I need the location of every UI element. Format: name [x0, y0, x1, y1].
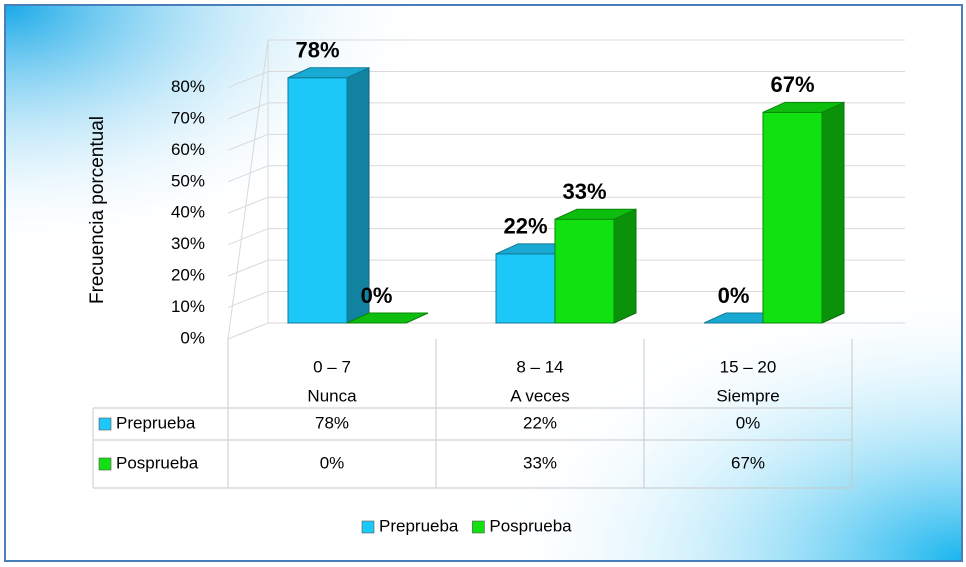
bar — [346, 312, 429, 324]
x-tick-label: 0 – 7 — [313, 357, 351, 376]
bar — [762, 101, 845, 324]
x-tick-label: Siempre — [716, 386, 779, 405]
table-cell: 0% — [320, 453, 345, 472]
bar-side — [613, 208, 637, 324]
bar-front — [495, 253, 556, 324]
legend-swatch — [472, 520, 485, 534]
bars — [287, 66, 845, 324]
grid-line — [227, 322, 269, 340]
table-cell: 33% — [523, 453, 557, 472]
y-tick-label: 70% — [171, 108, 205, 127]
data-label: 67% — [770, 72, 814, 97]
bar-front — [287, 77, 348, 324]
legend-label: Posprueba — [116, 453, 199, 472]
table-cell: 22% — [523, 413, 557, 432]
y-axis-label: Frecuencia porcentual — [87, 116, 108, 304]
data-table — [92, 339, 853, 489]
grid-line — [227, 291, 269, 309]
grid-line — [227, 259, 269, 277]
legend-swatch — [98, 457, 112, 471]
bar-front — [554, 218, 615, 324]
data-label: 0% — [718, 283, 750, 308]
grid-line — [227, 133, 269, 151]
bar — [554, 208, 637, 324]
legend-swatch — [361, 520, 375, 534]
x-tick-label: A veces — [510, 386, 570, 405]
table-cell: 67% — [731, 453, 765, 472]
grid-line — [227, 165, 269, 183]
x-tick-label: Nunca — [307, 386, 357, 405]
table-cell: 0% — [736, 413, 761, 432]
border — [4, 4, 963, 562]
legend-swatch — [98, 417, 112, 431]
y-tick-label: 0% — [180, 328, 205, 347]
bar-side — [821, 101, 845, 324]
y-tick-label: 40% — [171, 203, 205, 222]
legend-label: Preprueba — [116, 413, 196, 432]
y-tick-label: 80% — [171, 77, 205, 96]
x-tick-label: 8 – 14 — [516, 357, 563, 376]
y-tick-label: 20% — [171, 266, 205, 285]
bar-top — [346, 312, 429, 324]
y-tick-label: 50% — [171, 171, 205, 190]
grid-line — [227, 102, 269, 120]
y-tick-label: 10% — [171, 297, 205, 316]
data-label: 0% — [361, 283, 393, 308]
grid-line — [227, 196, 269, 214]
y-tick-label: 60% — [171, 140, 205, 159]
data-label: 33% — [562, 179, 606, 204]
legend-label: Posprueba — [489, 516, 572, 535]
bar-top — [762, 101, 845, 113]
table-cell: 78% — [315, 413, 349, 432]
data-label: 78% — [295, 38, 339, 63]
grid-line — [227, 70, 269, 88]
bar-top — [554, 208, 637, 220]
bar-front — [762, 111, 823, 324]
bar — [287, 66, 370, 324]
grid-line — [227, 228, 269, 246]
y-tick-label: 30% — [171, 234, 205, 253]
x-tick-label: 15 – 20 — [720, 357, 777, 376]
data-label: 22% — [503, 214, 547, 239]
legend-label: Preprueba — [379, 516, 459, 535]
bar-top — [287, 67, 370, 79]
axis-line — [227, 39, 269, 340]
